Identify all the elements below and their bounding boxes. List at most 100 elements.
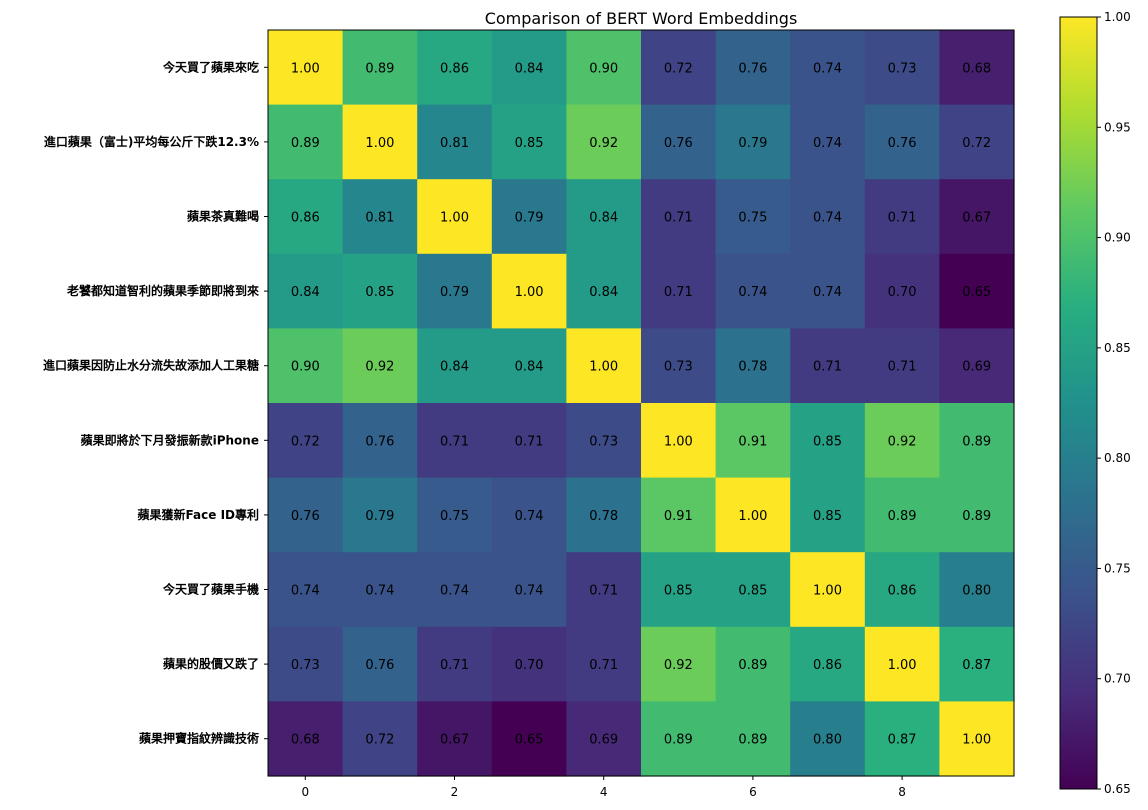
cell-value-label: 0.86 bbox=[813, 658, 842, 673]
heatmap-cell bbox=[790, 104, 866, 180]
heatmap-cell bbox=[566, 701, 642, 777]
heatmap-cell bbox=[715, 30, 791, 106]
colorbar-tick-label: 0.70 bbox=[1104, 672, 1131, 686]
cell-value-label: 0.76 bbox=[365, 434, 394, 449]
cell-value-label: 0.71 bbox=[888, 211, 917, 226]
y-tick-label: 進口蘋果因防止水分流失故添加人工果糖 bbox=[43, 358, 259, 373]
cell-value-label: 0.85 bbox=[365, 285, 394, 300]
heatmap-cell bbox=[790, 626, 866, 702]
cell-value-label: 0.91 bbox=[738, 434, 767, 449]
heatmap-cell bbox=[790, 30, 866, 106]
heatmap-cell bbox=[864, 477, 940, 553]
heatmap-cell bbox=[641, 552, 717, 628]
cell-value-label: 0.90 bbox=[291, 360, 320, 375]
heatmap-cell bbox=[342, 552, 418, 628]
heatmap-cell bbox=[939, 104, 1015, 180]
colorbar-tick-label: 0.75 bbox=[1104, 561, 1131, 575]
cell-value-label: 0.86 bbox=[291, 211, 320, 226]
cell-value-label: 0.71 bbox=[664, 211, 693, 226]
heatmap-cell bbox=[491, 253, 567, 329]
cell-value-label: 0.78 bbox=[738, 360, 767, 375]
cell-value-label: 0.78 bbox=[589, 509, 618, 524]
x-tick-label: 8 bbox=[898, 785, 906, 799]
cell-value-label: 0.89 bbox=[962, 434, 991, 449]
heatmap-cell bbox=[566, 104, 642, 180]
heatmap-cell bbox=[342, 179, 418, 255]
heatmap-cell bbox=[939, 626, 1015, 702]
cell-value-label: 0.72 bbox=[664, 61, 693, 76]
cell-value-label: 0.73 bbox=[664, 360, 693, 375]
cell-value-label: 0.73 bbox=[888, 61, 917, 76]
heatmap-cell bbox=[268, 179, 344, 255]
cell-value-label: 0.92 bbox=[365, 360, 394, 375]
cell-value-label: 0.75 bbox=[738, 211, 767, 226]
heatmap-cell bbox=[715, 552, 791, 628]
heatmap-cell bbox=[491, 626, 567, 702]
y-tick-label: 蘋果茶真難喝 bbox=[187, 209, 259, 224]
heatmap-cell bbox=[342, 626, 418, 702]
heatmap-cell bbox=[342, 104, 418, 180]
heatmap-cell bbox=[566, 403, 642, 479]
heatmap-cell bbox=[939, 552, 1015, 628]
cell-value-label: 0.68 bbox=[962, 61, 991, 76]
cell-value-label: 0.80 bbox=[813, 733, 842, 748]
x-tick-label: 2 bbox=[451, 785, 459, 799]
heatmap-cell bbox=[641, 104, 717, 180]
heatmap-cell bbox=[790, 701, 866, 777]
cell-value-label: 0.84 bbox=[589, 285, 618, 300]
cell-value-label: 0.73 bbox=[589, 434, 618, 449]
cell-value-label: 0.86 bbox=[888, 584, 917, 599]
cell-value-label: 0.71 bbox=[813, 360, 842, 375]
cell-value-label: 0.74 bbox=[813, 211, 842, 226]
y-tick-label: 老饕都知道智利的蘋果季節即將到來 bbox=[67, 283, 259, 298]
heatmap-cell bbox=[491, 701, 567, 777]
cell-value-label: 0.74 bbox=[365, 584, 394, 599]
heatmap-cell bbox=[715, 701, 791, 777]
cell-value-label: 0.89 bbox=[962, 509, 991, 524]
cell-value-label: 1.00 bbox=[291, 61, 320, 76]
cell-value-label: 0.74 bbox=[440, 584, 469, 599]
cell-value-label: 0.85 bbox=[664, 584, 693, 599]
heatmap-cell bbox=[939, 253, 1015, 329]
heatmap-cell bbox=[491, 30, 567, 106]
heatmap-cell bbox=[417, 30, 493, 106]
cell-value-label: 0.70 bbox=[888, 285, 917, 300]
colorbar-ticks: 0.65 0.70 0.75 0.80 0.85 0.90 0.95 1.00 bbox=[1097, 10, 1131, 796]
cell-value-label: 0.86 bbox=[440, 61, 469, 76]
cell-value-label: 0.71 bbox=[888, 360, 917, 375]
cell-value-label: 0.76 bbox=[738, 61, 767, 76]
heatmap-cell bbox=[417, 328, 493, 404]
heatmap-cell bbox=[491, 104, 567, 180]
heatmap-cell bbox=[641, 403, 717, 479]
cell-value-label: 0.71 bbox=[589, 658, 618, 673]
cell-value-label: 0.79 bbox=[365, 509, 394, 524]
colorbar-frame bbox=[1059, 16, 1098, 790]
heatmap-cell bbox=[491, 552, 567, 628]
y-tick-label: 今天買了蘋果手機 bbox=[162, 582, 259, 597]
heatmap-cell bbox=[790, 552, 866, 628]
chart-title: Comparison of BERT Word Embeddings bbox=[485, 9, 798, 28]
cell-value-label: 1.00 bbox=[515, 285, 544, 300]
heatmap-cell bbox=[417, 626, 493, 702]
colorbar-tick-label: 1.00 bbox=[1104, 10, 1131, 24]
heatmap-cell bbox=[715, 626, 791, 702]
cell-value-label: 1.00 bbox=[664, 434, 693, 449]
y-tick-label: 蘋果獲新Face ID專利 bbox=[138, 507, 259, 522]
heatmap-cell bbox=[715, 328, 791, 404]
cell-value-label: 1.00 bbox=[440, 211, 469, 226]
heatmap-cell bbox=[491, 403, 567, 479]
cell-value-label: 0.80 bbox=[962, 584, 991, 599]
x-tick-label: 4 bbox=[600, 785, 608, 799]
x-tick-label: 6 bbox=[749, 785, 757, 799]
y-tick-label: 蘋果押寶指紋辨識技術 bbox=[139, 731, 259, 746]
heatmap-cell bbox=[790, 477, 866, 553]
heatmap-cell bbox=[939, 30, 1015, 106]
heatmap-cell bbox=[641, 328, 717, 404]
heatmap-cell bbox=[342, 253, 418, 329]
y-tick-label: 進口蘋果（富士)平均每公斤下跌12.3% bbox=[44, 134, 259, 149]
heatmap-cell bbox=[268, 626, 344, 702]
cell-value-label: 0.85 bbox=[813, 434, 842, 449]
cell-value-label: 0.74 bbox=[738, 285, 767, 300]
cell-value-label: 0.71 bbox=[440, 658, 469, 673]
